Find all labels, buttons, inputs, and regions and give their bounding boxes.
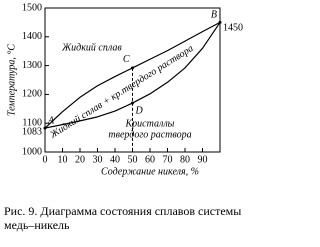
region-label: твердого раствора [108, 129, 191, 140]
y-tick-label: 1400 [22, 31, 42, 42]
x-tick-label: 0 [43, 154, 48, 165]
point-label: C [123, 54, 130, 65]
x-tick-label: 60 [145, 154, 155, 165]
chart: Температура, °С Содержание никеля, % Жид… [6, 2, 243, 177]
point-value: 1450 [223, 23, 243, 34]
point-value: 1083 [22, 126, 42, 137]
caption: Рис. 9. Диаграмма состояния сплавов сист… [4, 204, 242, 232]
x-tick-label: 30 [93, 154, 103, 165]
page: Температура, °С Содержание никеля, % Жид… [4, 2, 243, 232]
x-tick-label: 10 [58, 154, 68, 165]
point-label: A [47, 115, 55, 126]
y-tick-label: 1100 [22, 117, 42, 128]
x-tick-label: 20 [75, 154, 85, 165]
y-tick-label: 1200 [22, 89, 42, 100]
x-tick-label: 90 [198, 154, 208, 165]
x-tick-label: 40 [110, 154, 120, 165]
y-tick-label: 1300 [22, 60, 42, 71]
region-label: Жидкий сплав [61, 42, 122, 53]
point-label: B [211, 10, 217, 21]
x-tick-label: 70 [163, 154, 173, 165]
y-axis-label: Температура, °С [6, 44, 17, 116]
point [43, 126, 47, 130]
y-tick-label: 1500 [22, 2, 42, 13]
x-tick-label: 80 [180, 154, 190, 165]
region-label: Кристаллы [125, 118, 175, 129]
x-axis-label: Содержание никеля, % [101, 166, 199, 177]
point [131, 101, 134, 105]
point [131, 66, 134, 70]
point [218, 20, 222, 24]
point-label: D [135, 105, 144, 116]
x-tick-label: 50 [128, 154, 138, 165]
y-tick-label: 1000 [22, 146, 42, 157]
